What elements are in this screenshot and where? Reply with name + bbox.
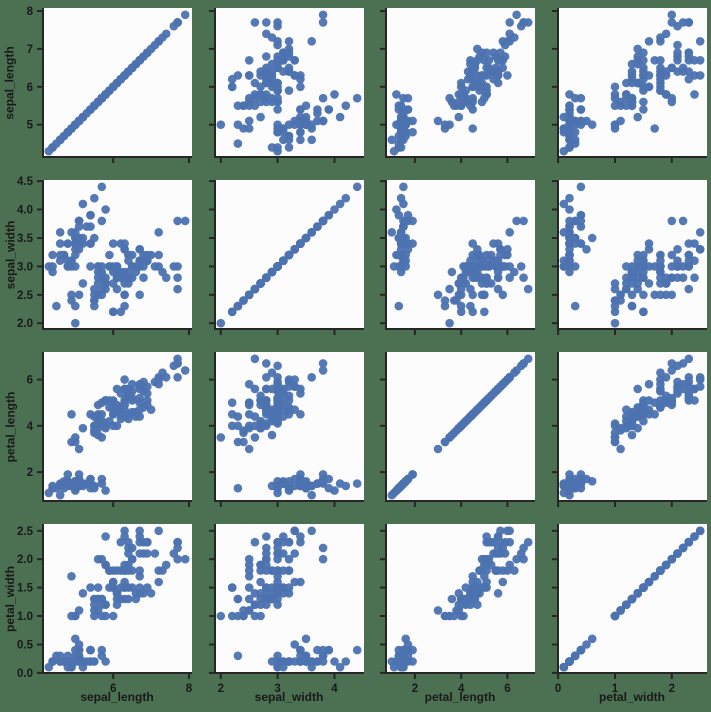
x-tick-label: 1 [612, 683, 619, 695]
x-axis-label-sepal-length: sepal_length [80, 690, 154, 704]
x-tick-label: 2 [412, 683, 418, 695]
scatter-panel-petal_width-vs-petal_width: 0 1 2 [552, 524, 707, 695]
scatter-panel-sepal_length-vs-sepal_width [209, 8, 364, 163]
y-tick-label: 4.0 [17, 205, 33, 217]
x-tick-label: 2 [669, 683, 675, 695]
scatter-panel-petal_width-vs-petal_length: 2 4 6 [380, 524, 535, 695]
y-tick-label: 0.5 [17, 640, 34, 652]
x-tick-label: 8 [186, 683, 193, 695]
x-tick-label: 0 [555, 683, 561, 695]
scatter-panel-sepal_width-vs-sepal_width [209, 180, 364, 335]
y-tick-label: 3.0 [17, 261, 33, 273]
y-tick-label: 0.0 [17, 668, 33, 680]
scatter-panel-petal_width-vs-sepal_length: 0.0 0.5 1.0 1.5 2.0 2.5 6 8 [17, 524, 193, 695]
scatter-panel-petal_width-vs-sepal_width: 2 3 4 [209, 524, 364, 695]
y-axis-label-text: petal_length [3, 391, 17, 463]
scatter-panel-petal_length-vs-sepal_length: 2 4 6 [27, 352, 192, 507]
scatter-panel-sepal_length-vs-petal_length [380, 8, 535, 163]
y-tick-label: 6 [27, 82, 33, 94]
y-tick-label: 2.0 [17, 318, 33, 330]
y-axis-label-petal-length: petal_length [0, 352, 20, 502]
y-tick-label: 4 [27, 421, 34, 433]
scatter-panel-sepal_width-vs-petal_length [380, 180, 535, 335]
y-tick-label: 1.5 [17, 583, 34, 595]
scatter-panel-sepal_length-vs-petal_width [552, 8, 707, 163]
y-tick-label: 2.5 [17, 290, 34, 302]
y-axis-label-petal-width: petal_width [0, 524, 20, 674]
y-axis-label-sepal-width: sepal_width [0, 180, 20, 330]
scatter-panel-sepal_length-vs-sepal_length: 5 6 7 8 [27, 6, 192, 163]
y-axis-label-sepal-length: sepal_length [0, 8, 20, 158]
x-tick-label: 4 [458, 683, 465, 695]
y-axis-label-text: sepal_width [3, 220, 17, 290]
x-axis-label-sepal-width: sepal_width [254, 690, 324, 704]
y-tick-label: 6 [27, 375, 33, 387]
y-tick-label: 4.5 [17, 176, 34, 188]
scatter-panel-petal_length-vs-petal_width [552, 352, 707, 507]
y-tick-label: 5 [27, 120, 34, 132]
y-tick-label: 2.0 [17, 554, 33, 566]
x-axis-label-petal-length: petal_length [424, 690, 496, 704]
x-tick-label: 6 [504, 683, 510, 695]
y-tick-label: 2.5 [17, 526, 34, 538]
y-axis-label-text: petal_width [3, 565, 18, 633]
x-tick-label: 4 [331, 683, 338, 695]
x-tick-label: 3 [274, 683, 280, 695]
y-tick-label: 1.0 [17, 611, 33, 623]
scatter-panel-petal_length-vs-petal_length [380, 352, 535, 507]
scatter-panel-sepal_width-vs-petal_width [552, 180, 707, 335]
y-tick-label: 2 [27, 467, 33, 479]
y-tick-label: 7 [27, 44, 33, 56]
scatter-panel-petal_length-vs-sepal_width [209, 352, 364, 507]
x-tick-label: 2 [218, 683, 224, 695]
y-tick-label: 3.5 [17, 233, 34, 245]
x-axis-label-petal-width: petal_width [598, 690, 665, 704]
x-tick-label: 6 [110, 683, 116, 695]
y-axis-label-text: sepal_length [3, 46, 18, 120]
y-tick-label: 8 [27, 6, 34, 18]
scatter-panel-sepal_width-vs-sepal_length: 2.0 2.5 3.0 3.5 4.0 4.5 [17, 176, 192, 335]
